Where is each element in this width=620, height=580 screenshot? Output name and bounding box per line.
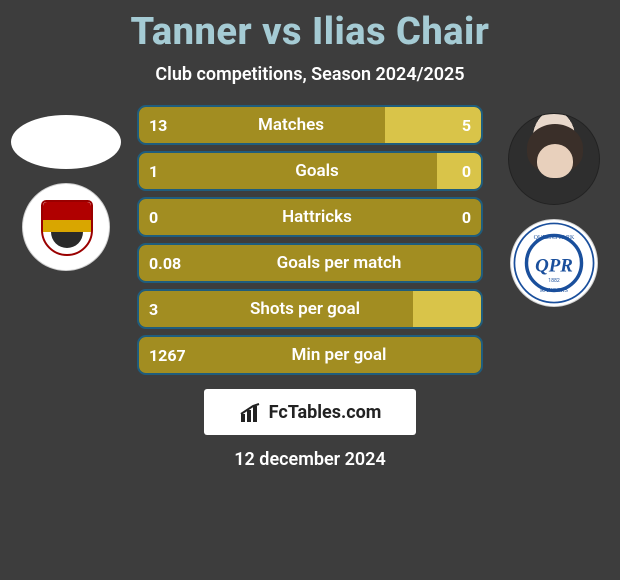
qpr-crest-icon: QUEENS PARK RANGERS QPR 1882 — [511, 220, 597, 306]
stat-label: Goals per match — [197, 245, 481, 281]
svg-text:1882: 1882 — [548, 278, 560, 284]
left-club-crest — [22, 183, 110, 271]
brand-badge: FcTables.com — [204, 389, 416, 435]
stat-left-value: 0.08 — [139, 254, 191, 273]
right-club-crest: QUEENS PARK RANGERS QPR 1882 — [510, 219, 598, 307]
svg-text:RANGERS: RANGERS — [540, 288, 568, 294]
stat-right-value: 0 — [439, 162, 481, 181]
left-player-column — [11, 107, 121, 271]
stat-right-value: 5 — [439, 116, 481, 135]
stat-left-value: 1 — [139, 162, 181, 181]
svg-text:QPR: QPR — [535, 256, 573, 277]
stat-label: Hattricks — [197, 199, 437, 235]
stat-left-value: 13 — [139, 116, 181, 135]
stat-row: 13 Matches 5 — [139, 107, 481, 143]
stat-right-value: 0 — [439, 208, 481, 227]
subtitle: Club competitions, Season 2024/2025 — [0, 64, 620, 85]
comparison-container: 13Matches51Goals00Hattricks00.08Goals pe… — [0, 107, 620, 383]
right-player-column: QUEENS PARK RANGERS QPR 1882 — [499, 107, 609, 307]
brand-label: FcTables.com — [269, 402, 382, 423]
stat-row: 1267Min per goal — [139, 337, 481, 373]
right-player-avatar — [508, 113, 600, 205]
footer: FcTables.com 12 december 2024 — [0, 389, 620, 470]
stat-label: Shots per goal — [197, 291, 413, 327]
page-title: Tanner vs Ilias Chair — [0, 0, 620, 54]
stat-label: Matches — [197, 107, 385, 143]
stat-label: Goals — [197, 153, 437, 189]
left-player-avatar — [11, 115, 121, 169]
stat-row: 0Hattricks0 — [139, 199, 481, 235]
stats-list: 13Matches51Goals00Hattricks00.08Goals pe… — [139, 107, 481, 383]
stat-left-value: 1267 — [139, 346, 196, 365]
chart-icon — [239, 400, 263, 424]
stat-row: 1 Goals0 — [139, 153, 481, 189]
stat-label: Min per goal — [197, 337, 481, 373]
date-label: 12 december 2024 — [0, 449, 620, 470]
stat-row: 3 Shots per goal — [139, 291, 481, 327]
svg-text:QUEENS PARK: QUEENS PARK — [534, 235, 575, 241]
stat-row: 0.08 Goals per match — [139, 245, 481, 281]
stat-left-value: 0 — [139, 208, 181, 227]
stat-left-value: 3 — [139, 300, 181, 319]
shield-icon — [41, 200, 93, 256]
